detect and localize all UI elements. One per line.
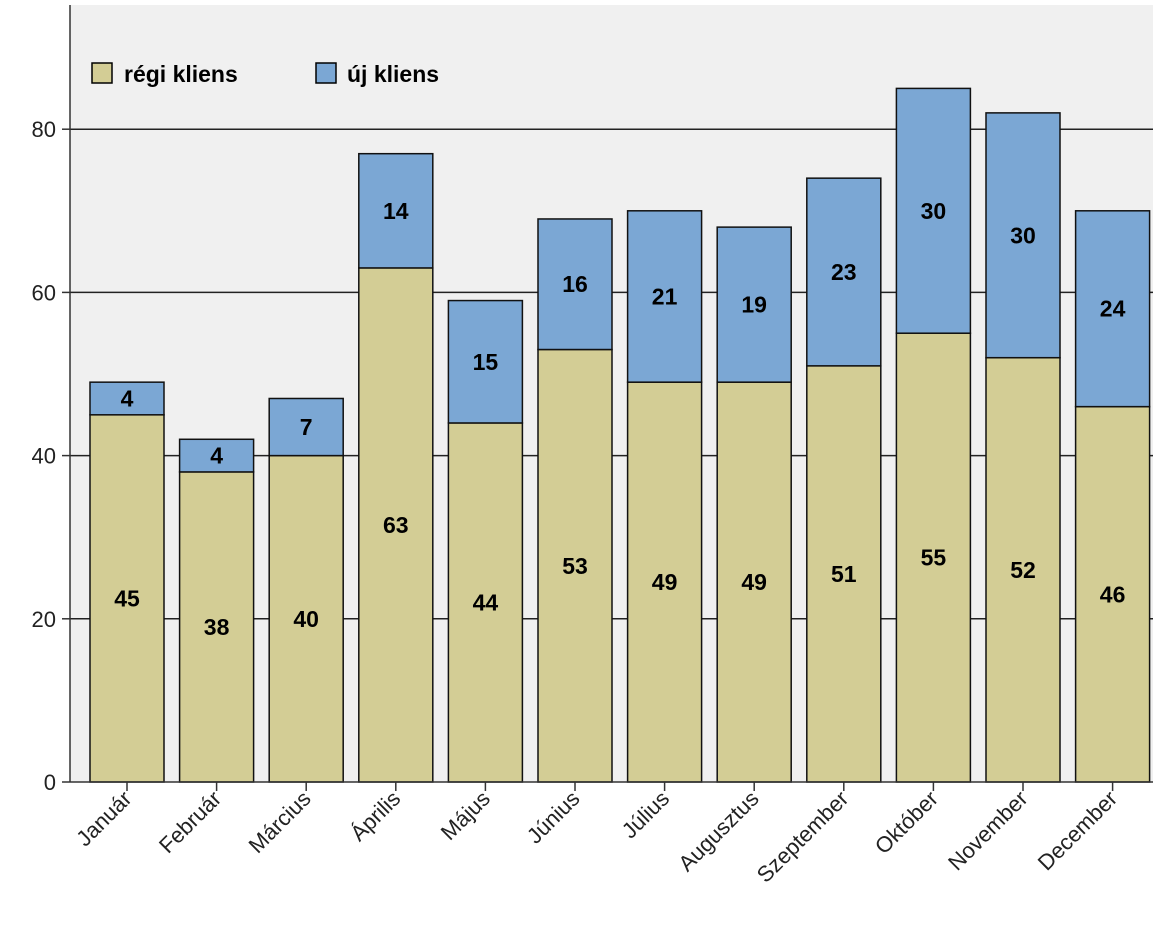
y-tick-label-80: 80 [32, 117, 56, 142]
bar-uj-11 [985, 112, 1061, 359]
y-tick-label-20: 20 [32, 607, 56, 632]
bar-regi-3 [268, 454, 344, 783]
bar-regi-11 [985, 356, 1061, 783]
data-label-uj-3: 7 [300, 414, 313, 440]
y-tick-label-0: 0 [44, 770, 56, 795]
legend-swatch-regi [91, 62, 113, 84]
bar-uj-12 [1074, 210, 1151, 408]
legend-swatch-uj [315, 62, 337, 84]
bar-uj-3 [268, 397, 344, 457]
y-axis-ticks: 0 20 40 60 80 [32, 117, 70, 795]
bar-regi-8 [716, 381, 792, 783]
legend-label-regi: régi kliens [124, 61, 238, 87]
data-label-uj-12: 24 [1100, 296, 1126, 322]
x-tick-label-12: December [1033, 786, 1122, 875]
x-tick-label-7: Július [617, 786, 674, 843]
data-label-regi-6: 53 [562, 553, 588, 579]
data-label-regi-7: 49 [652, 569, 678, 595]
data-label-regi-9: 51 [831, 561, 857, 587]
bar-regi-4 [358, 267, 434, 783]
bar-regi-10 [895, 332, 972, 783]
bar-regi-2 [178, 471, 255, 783]
data-label-uj-4: 14 [383, 198, 409, 224]
data-label-regi-12: 46 [1100, 581, 1126, 607]
data-label-regi-8: 49 [741, 569, 767, 595]
bars [89, 87, 1151, 783]
data-label-regi-10: 55 [921, 545, 947, 571]
data-labels: 45 4 38 4 40 7 63 14 44 15 53 16 49 21 49 19 51 23 55 30 52 3… [114, 198, 1125, 640]
bar-uj-8 [716, 226, 792, 383]
bar-uj-10 [895, 87, 972, 334]
y-tick-label-40: 40 [32, 444, 56, 469]
x-tick-label-9: Szeptember [752, 786, 854, 888]
data-label-uj-11: 30 [1010, 222, 1036, 248]
x-tick-label-5: Május [436, 786, 495, 845]
x-tick-label-10: Október [870, 786, 943, 859]
x-tick-label-2: Február [154, 786, 226, 858]
bar-uj-6 [537, 218, 613, 351]
data-label-regi-5: 44 [473, 589, 499, 615]
legend-label-uj: új kliens [347, 61, 439, 87]
data-label-uj-5: 15 [473, 349, 499, 375]
bar-regi-12 [1074, 405, 1151, 783]
data-label-regi-1: 45 [114, 585, 140, 611]
x-tick-label-4: Április [345, 786, 405, 846]
bar-regi-9 [806, 365, 882, 783]
bar-regi-7 [626, 381, 703, 783]
data-label-uj-1: 4 [121, 385, 134, 411]
x-tick-label-11: November [943, 786, 1032, 875]
data-label-uj-10: 30 [921, 198, 947, 224]
bar-regi-6 [537, 348, 613, 783]
data-label-regi-4: 63 [383, 512, 409, 538]
x-tick-label-1: Január [71, 786, 136, 851]
data-label-regi-3: 40 [293, 606, 319, 632]
bar-uj-1 [89, 381, 165, 416]
x-tick-label-3: Március [244, 786, 316, 858]
data-label-regi-11: 52 [1010, 557, 1036, 583]
bar-uj-4 [358, 152, 434, 269]
data-label-uj-9: 23 [831, 259, 857, 285]
legend: régi kliens új kliens [91, 61, 439, 87]
bar-uj-7 [626, 210, 703, 383]
data-label-uj-6: 16 [562, 271, 588, 297]
bar-uj-9 [806, 177, 882, 367]
x-axis-ticks: Január Február Március Április Május Június Jú… [71, 782, 1122, 887]
data-label-uj-2: 4 [210, 443, 223, 469]
bar-uj-2 [178, 438, 255, 473]
x-tick-label-8: Augusztus [673, 786, 763, 876]
data-label-uj-8: 19 [741, 292, 767, 318]
bar-uj-5 [447, 299, 524, 424]
x-tick-label-6: Június [522, 786, 585, 849]
y-tick-label-60: 60 [32, 280, 56, 305]
data-label-uj-7: 21 [652, 283, 678, 309]
data-label-regi-2: 38 [204, 614, 230, 640]
